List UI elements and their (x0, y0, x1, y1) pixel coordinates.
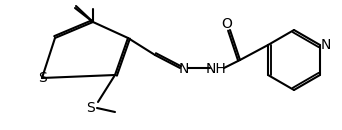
Text: S: S (38, 71, 47, 85)
Text: —: — (66, 1, 74, 7)
Text: S: S (86, 101, 94, 115)
Text: NH: NH (206, 62, 226, 76)
Text: N: N (321, 38, 331, 52)
Text: N: N (179, 62, 189, 76)
Text: O: O (222, 17, 233, 31)
